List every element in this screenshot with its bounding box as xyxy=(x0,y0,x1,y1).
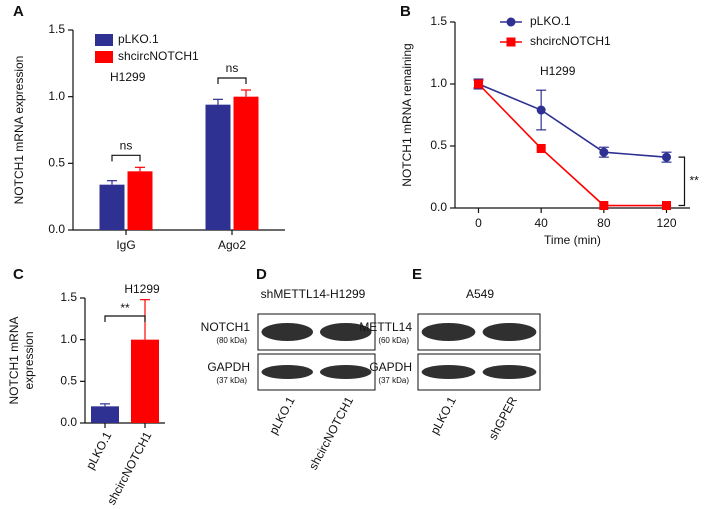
blot-band xyxy=(320,323,372,341)
bar xyxy=(127,171,153,230)
y-tick-label: 0.5 xyxy=(48,156,65,170)
row-size: (37 kDa) xyxy=(378,376,409,385)
y-tick-label: 0.5 xyxy=(430,138,447,152)
row-size: (60 kDa) xyxy=(378,336,409,345)
y-tick-label: 1.0 xyxy=(60,332,77,346)
chart-title: H1299 xyxy=(124,282,160,296)
x-tick-label: 80 xyxy=(597,216,611,230)
blot-band xyxy=(482,323,537,341)
error-bar xyxy=(100,403,110,407)
y-tick-label: 0.0 xyxy=(60,415,77,429)
error-bar xyxy=(213,98,223,105)
x-tick-label: IgG xyxy=(116,238,135,252)
lane-label: pLKO.1 xyxy=(266,394,298,437)
legend-marker xyxy=(506,37,516,47)
legend-swatch xyxy=(95,34,113,46)
lane-label: shcircNOTCH1 xyxy=(306,394,356,472)
marker xyxy=(662,152,671,162)
y-tick-label: 0.5 xyxy=(60,374,77,388)
error-bar xyxy=(241,89,251,97)
row-size: (80 kDa) xyxy=(216,336,247,345)
marker xyxy=(536,143,546,153)
bar xyxy=(233,96,259,231)
blot-band xyxy=(482,365,537,379)
x-tick-label: 120 xyxy=(656,216,676,230)
bracket xyxy=(111,154,141,162)
y-axis-label: NOTCH1 mRNAexpression xyxy=(7,316,36,404)
blot-band xyxy=(320,365,372,379)
row-size: (37 kDa) xyxy=(216,376,247,385)
y-axis-label: NOTCH1 mRNA remaining xyxy=(400,43,414,186)
bar xyxy=(205,104,231,230)
x-tick-label: 0 xyxy=(475,216,482,230)
panel-label: B xyxy=(400,3,411,20)
bar xyxy=(91,406,119,423)
legend-label: pLKO.1 xyxy=(118,32,159,46)
lane-label: shGPER xyxy=(486,394,520,442)
row-label: GAPDH xyxy=(207,360,250,374)
y-tick-label: 0.0 xyxy=(430,200,447,214)
annotation: ** xyxy=(690,174,700,188)
bar xyxy=(99,184,125,230)
legend-marker xyxy=(506,17,516,27)
blot-band xyxy=(261,323,313,341)
marker xyxy=(474,79,483,89)
blot-title: shMETTL14-H1299 xyxy=(261,287,366,301)
error-bar xyxy=(107,180,117,185)
legend-label: shcircNOTCH1 xyxy=(118,49,199,63)
bar xyxy=(131,339,159,423)
panel-label: C xyxy=(13,266,24,283)
legend-label: shcircNOTCH1 xyxy=(530,34,611,48)
lane-label: pLKO.1 xyxy=(427,394,459,437)
y-tick-label: 1.5 xyxy=(48,22,65,36)
x-axis-label: Time (min) xyxy=(544,233,601,247)
row-label: METTL14 xyxy=(359,320,412,334)
y-tick-label: 1.0 xyxy=(48,89,65,103)
subtitle: H1299 xyxy=(540,64,576,78)
x-tick-label: pLKO.1 xyxy=(83,429,115,472)
series-line xyxy=(478,83,667,158)
legend-swatch xyxy=(95,51,113,63)
blot-band xyxy=(421,365,476,379)
y-tick-label: 1.0 xyxy=(430,76,447,90)
x-tick-label: Ago2 xyxy=(218,238,246,252)
bracket xyxy=(678,156,686,207)
annotation: ns xyxy=(226,61,239,75)
y-tick-label: 1.5 xyxy=(430,14,447,28)
marker xyxy=(536,105,546,115)
bracket xyxy=(104,315,146,322)
panel-label: E xyxy=(412,266,422,283)
bracket xyxy=(217,77,247,84)
blot-title: A549 xyxy=(466,287,494,301)
panel-label: D xyxy=(256,266,267,283)
error-bar xyxy=(135,166,145,172)
marker xyxy=(599,201,609,211)
panel-label: A xyxy=(13,3,24,20)
series-line xyxy=(477,83,667,207)
blot-band xyxy=(261,365,313,379)
annotation: ns xyxy=(120,139,133,153)
marker xyxy=(662,201,671,211)
annotation: ** xyxy=(120,301,130,315)
x-tick-label: 40 xyxy=(534,216,548,230)
y-tick-label: 1.5 xyxy=(60,290,77,304)
y-axis-label: NOTCH1 mRNA expression xyxy=(12,56,26,205)
marker xyxy=(599,147,609,157)
y-tick-label: 0.0 xyxy=(48,222,65,236)
subtitle: H1299 xyxy=(110,70,146,84)
row-label: GAPDH xyxy=(369,360,412,374)
blot-band xyxy=(421,323,476,341)
row-label: NOTCH1 xyxy=(201,320,251,334)
legend-label: pLKO.1 xyxy=(530,14,571,28)
